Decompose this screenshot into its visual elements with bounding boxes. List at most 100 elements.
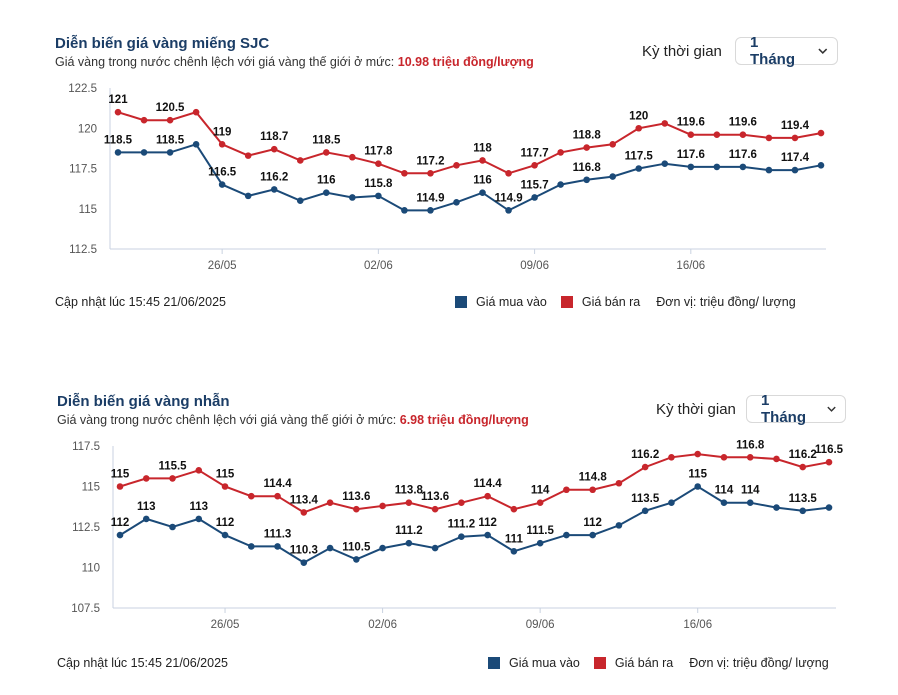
data-label: 117.4 xyxy=(781,152,810,164)
sell-price-point xyxy=(379,502,386,510)
buy-price-point xyxy=(142,515,150,523)
buy-price-point xyxy=(244,192,252,200)
sell-price-point xyxy=(142,475,150,482)
sell-price-point xyxy=(589,486,596,494)
sell-price-point xyxy=(668,454,675,461)
buy-price-point xyxy=(583,176,590,184)
sell-price-point xyxy=(431,505,439,513)
data-label: 113 xyxy=(137,501,156,513)
data-label: 113.6 xyxy=(342,491,370,503)
y-tick-label: 122.5 xyxy=(68,83,97,95)
legend-label-buy: Giá mua vào xyxy=(476,295,547,309)
data-label: 118.8 xyxy=(573,130,602,142)
sell-price-point xyxy=(713,131,721,138)
data-label: 113.5 xyxy=(789,493,818,505)
y-tick-label: 117.5 xyxy=(72,441,100,453)
sell-price-point xyxy=(166,116,174,124)
data-label: 118.5 xyxy=(312,134,341,146)
period-select-value: 1 Tháng xyxy=(750,34,795,68)
data-label: 112 xyxy=(478,517,497,529)
data-label: 113.6 xyxy=(421,491,449,503)
sell-price-point xyxy=(510,505,518,513)
sell-price-point xyxy=(739,131,747,138)
buy-price-point xyxy=(479,189,486,196)
sell-price-point xyxy=(353,505,360,513)
sell-price-point xyxy=(505,170,512,177)
data-label: 116.2 xyxy=(260,171,288,183)
buy-price-point xyxy=(221,531,229,539)
buy-price-point xyxy=(536,539,544,547)
data-label: 118 xyxy=(473,142,492,154)
data-label: 117.6 xyxy=(729,149,757,161)
data-label: 119.6 xyxy=(729,117,757,129)
legend-item-sell[interactable]: Giá bán ra xyxy=(560,295,640,309)
buy-price-point xyxy=(687,163,695,171)
y-tick-label: 107.5 xyxy=(71,603,100,615)
legend-item-buy[interactable]: Giá mua vào xyxy=(455,295,547,309)
data-label: 118.5 xyxy=(156,134,185,146)
buy-price-point xyxy=(557,181,564,188)
data-label: 111.5 xyxy=(526,525,554,537)
legend-swatch-buy xyxy=(455,296,467,308)
y-tick-label: 120 xyxy=(78,123,97,135)
buy-price-point xyxy=(615,522,623,529)
sell-price-point xyxy=(720,454,728,461)
sell-price-point xyxy=(247,492,255,500)
sell-price-point xyxy=(609,141,617,148)
sell-price-point xyxy=(375,160,382,167)
chart-legend: Giá mua vào Giá bán ra Đơn vị: triệu đồn… xyxy=(455,295,796,309)
buy-price-point xyxy=(247,543,255,550)
buy-price-point xyxy=(694,483,702,490)
legend-item-buy[interactable]: Giá mua vào xyxy=(488,656,580,670)
period-select[interactable]: 1 Tháng xyxy=(746,392,846,426)
data-label: 116.2 xyxy=(789,449,817,461)
price-gap-value: 10.98 triệu đồng/lượng xyxy=(397,55,534,69)
sell-price-point xyxy=(405,499,413,507)
data-label: 112 xyxy=(111,517,130,529)
panel-title: Diễn biến giá vàng nhẫn xyxy=(57,393,230,410)
sell-price-line xyxy=(119,453,830,514)
buy-price-point xyxy=(531,194,538,201)
price-gap-value: 6.98 triệu đồng/lượng xyxy=(399,413,529,427)
data-label: 113 xyxy=(189,501,208,513)
sell-price-point xyxy=(116,483,124,490)
legend-item-sell[interactable]: Giá bán ra xyxy=(593,656,673,670)
buy-price-point xyxy=(609,173,617,180)
y-tick-label: 112.5 xyxy=(72,522,100,534)
buy-price-point xyxy=(195,515,203,523)
unit-label: Đơn vị: triệu đồng/ lượng xyxy=(689,656,829,670)
buy-price-point xyxy=(401,207,408,214)
buy-price-point xyxy=(563,531,570,539)
sell-price-point xyxy=(746,454,754,461)
buy-price-point xyxy=(322,189,330,196)
data-label: 111 xyxy=(505,533,524,545)
data-label: 111.2 xyxy=(395,525,423,537)
buy-price-point xyxy=(270,186,278,193)
chart-legend: Giá mua vào Giá bán ra Đơn vị: triệu đồn… xyxy=(488,656,829,670)
x-tick-label: 02/06 xyxy=(368,619,397,631)
data-label: 114.4 xyxy=(263,478,292,490)
data-label: 113.5 xyxy=(631,493,660,505)
sell-price-point xyxy=(401,170,408,177)
data-label: 113.8 xyxy=(395,485,424,497)
sell-price-point xyxy=(557,149,564,156)
sell-price-point xyxy=(140,116,148,124)
data-label: 114.9 xyxy=(416,192,444,204)
data-label: 114 xyxy=(531,485,550,497)
data-label: 121 xyxy=(108,94,128,106)
data-label: 115 xyxy=(688,469,707,481)
buy-price-point xyxy=(166,149,174,156)
buy-price-point xyxy=(825,504,833,511)
data-label: 112 xyxy=(216,517,235,529)
data-label: 120 xyxy=(629,110,648,122)
data-label: 115 xyxy=(111,469,130,481)
buy-price-line xyxy=(119,485,830,564)
buy-price-point xyxy=(505,207,512,214)
data-label: 113.4 xyxy=(290,494,319,506)
data-label: 116.5 xyxy=(815,444,844,456)
period-select[interactable]: 1 Tháng xyxy=(735,34,838,68)
data-label: 117.7 xyxy=(521,147,549,159)
sell-price-line xyxy=(117,111,822,175)
sell-price-point xyxy=(484,492,491,500)
